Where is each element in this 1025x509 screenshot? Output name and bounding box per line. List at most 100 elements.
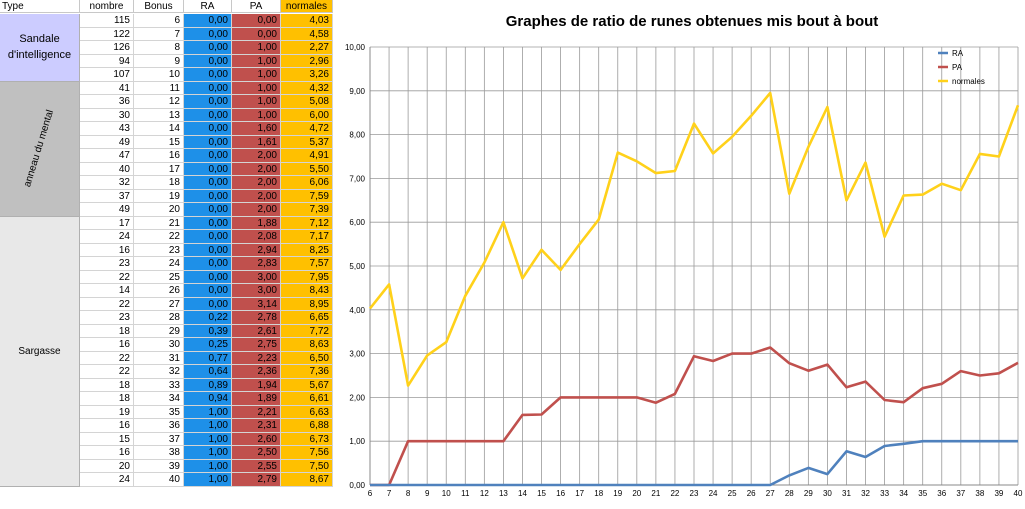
header-ra[interactable]: RA bbox=[184, 0, 232, 13]
cell-pa[interactable]: 2,00 bbox=[232, 176, 281, 190]
cell-pa[interactable]: 1,00 bbox=[232, 81, 281, 95]
cell-nombre[interactable]: 23 bbox=[80, 311, 134, 325]
header-bonus[interactable]: Bonus bbox=[134, 0, 184, 13]
cell-ra[interactable]: 0,00 bbox=[184, 95, 232, 109]
cell-normales[interactable]: 4,32 bbox=[281, 81, 333, 95]
cell-pa[interactable]: 2,61 bbox=[232, 324, 281, 338]
cell-pa[interactable]: 1,94 bbox=[232, 378, 281, 392]
cell-normales[interactable]: 4,72 bbox=[281, 122, 333, 136]
cell-nombre[interactable]: 107 bbox=[80, 68, 134, 82]
cell-bonus[interactable]: 29 bbox=[134, 324, 184, 338]
cell-bonus[interactable]: 39 bbox=[134, 459, 184, 473]
cell-bonus[interactable]: 17 bbox=[134, 162, 184, 176]
cell-normales[interactable]: 2,96 bbox=[281, 54, 333, 68]
cell-normales[interactable]: 7,56 bbox=[281, 446, 333, 460]
cell-pa[interactable]: 2,31 bbox=[232, 419, 281, 433]
cell-ra[interactable]: 1,00 bbox=[184, 473, 232, 487]
cell-nombre[interactable]: 47 bbox=[80, 149, 134, 163]
cell-pa[interactable]: 2,21 bbox=[232, 405, 281, 419]
cell-normales[interactable]: 7,36 bbox=[281, 365, 333, 379]
cell-normales[interactable]: 8,43 bbox=[281, 284, 333, 298]
cell-normales[interactable]: 7,17 bbox=[281, 230, 333, 244]
cell-bonus[interactable]: 38 bbox=[134, 446, 184, 460]
cell-pa[interactable]: 2,23 bbox=[232, 351, 281, 365]
cell-pa[interactable]: 1,89 bbox=[232, 392, 281, 406]
cell-bonus[interactable]: 31 bbox=[134, 351, 184, 365]
cell-normales[interactable]: 7,95 bbox=[281, 270, 333, 284]
cell-nombre[interactable]: 16 bbox=[80, 338, 134, 352]
cell-nombre[interactable]: 41 bbox=[80, 81, 134, 95]
header-nombre[interactable]: nombre bbox=[80, 0, 134, 13]
cell-bonus[interactable]: 14 bbox=[134, 122, 184, 136]
header-pa[interactable]: PA bbox=[232, 0, 281, 13]
cell-normales[interactable]: 4,91 bbox=[281, 149, 333, 163]
cell-normales[interactable]: 7,57 bbox=[281, 257, 333, 271]
cell-bonus[interactable]: 10 bbox=[134, 68, 184, 82]
cell-ra[interactable]: 0,25 bbox=[184, 338, 232, 352]
cell-pa[interactable]: 1,88 bbox=[232, 216, 281, 230]
cell-nombre[interactable]: 22 bbox=[80, 297, 134, 311]
cell-nombre[interactable]: 16 bbox=[80, 419, 134, 433]
cell-nombre[interactable]: 122 bbox=[80, 27, 134, 41]
cell-ra[interactable]: 0,00 bbox=[184, 27, 232, 41]
header-type[interactable]: Type bbox=[0, 0, 80, 13]
cell-normales[interactable]: 6,73 bbox=[281, 432, 333, 446]
cell-ra[interactable]: 1,00 bbox=[184, 459, 232, 473]
cell-bonus[interactable]: 21 bbox=[134, 216, 184, 230]
cell-bonus[interactable]: 19 bbox=[134, 189, 184, 203]
cell-ra[interactable]: 0,00 bbox=[184, 270, 232, 284]
cell-ra[interactable]: 0,00 bbox=[184, 14, 232, 28]
cell-pa[interactable]: 2,00 bbox=[232, 149, 281, 163]
cell-ra[interactable]: 0,00 bbox=[184, 149, 232, 163]
cell-nombre[interactable]: 14 bbox=[80, 284, 134, 298]
cell-nombre[interactable]: 126 bbox=[80, 41, 134, 55]
cell-pa[interactable]: 1,00 bbox=[232, 41, 281, 55]
cell-nombre[interactable]: 36 bbox=[80, 95, 134, 109]
cell-normales[interactable]: 6,06 bbox=[281, 176, 333, 190]
cell-nombre[interactable]: 22 bbox=[80, 365, 134, 379]
cell-nombre[interactable]: 23 bbox=[80, 257, 134, 271]
cell-ra[interactable]: 0,77 bbox=[184, 351, 232, 365]
cell-bonus[interactable]: 26 bbox=[134, 284, 184, 298]
cell-pa[interactable]: 3,14 bbox=[232, 297, 281, 311]
cell-pa[interactable]: 1,00 bbox=[232, 68, 281, 82]
cell-bonus[interactable]: 15 bbox=[134, 135, 184, 149]
cell-pa[interactable]: 2,50 bbox=[232, 446, 281, 460]
cell-normales[interactable]: 7,50 bbox=[281, 459, 333, 473]
cell-nombre[interactable]: 115 bbox=[80, 14, 134, 28]
cell-nombre[interactable]: 49 bbox=[80, 203, 134, 217]
cell-nombre[interactable]: 22 bbox=[80, 270, 134, 284]
cell-nombre[interactable]: 18 bbox=[80, 392, 134, 406]
cell-bonus[interactable]: 35 bbox=[134, 405, 184, 419]
cell-pa[interactable]: 2,08 bbox=[232, 230, 281, 244]
cell-normales[interactable]: 4,58 bbox=[281, 27, 333, 41]
cell-bonus[interactable]: 9 bbox=[134, 54, 184, 68]
cell-normales[interactable]: 8,67 bbox=[281, 473, 333, 487]
cell-nombre[interactable]: 49 bbox=[80, 135, 134, 149]
group-cell[interactable]: anneau du mental bbox=[0, 81, 80, 217]
cell-ra[interactable]: 0,00 bbox=[184, 41, 232, 55]
cell-pa[interactable]: 2,00 bbox=[232, 203, 281, 217]
cell-normales[interactable]: 5,37 bbox=[281, 135, 333, 149]
cell-nombre[interactable]: 43 bbox=[80, 122, 134, 136]
cell-pa[interactable]: 2,60 bbox=[232, 432, 281, 446]
cell-pa[interactable]: 2,79 bbox=[232, 473, 281, 487]
cell-bonus[interactable]: 20 bbox=[134, 203, 184, 217]
cell-bonus[interactable]: 24 bbox=[134, 257, 184, 271]
cell-ra[interactable]: 0,00 bbox=[184, 189, 232, 203]
cell-ra[interactable]: 0,00 bbox=[184, 68, 232, 82]
cell-ra[interactable]: 0,00 bbox=[184, 176, 232, 190]
group-cell[interactable]: Sandale d'intelligence bbox=[0, 14, 80, 82]
cell-pa[interactable]: 2,00 bbox=[232, 189, 281, 203]
cell-ra[interactable]: 1,00 bbox=[184, 405, 232, 419]
header-normales[interactable]: normales bbox=[281, 0, 333, 13]
cell-normales[interactable]: 8,95 bbox=[281, 297, 333, 311]
cell-bonus[interactable]: 8 bbox=[134, 41, 184, 55]
cell-ra[interactable]: 0,00 bbox=[184, 216, 232, 230]
cell-ra[interactable]: 0,00 bbox=[184, 108, 232, 122]
cell-normales[interactable]: 5,08 bbox=[281, 95, 333, 109]
cell-bonus[interactable]: 7 bbox=[134, 27, 184, 41]
cell-pa[interactable]: 2,94 bbox=[232, 243, 281, 257]
cell-pa[interactable]: 1,00 bbox=[232, 108, 281, 122]
cell-bonus[interactable]: 37 bbox=[134, 432, 184, 446]
